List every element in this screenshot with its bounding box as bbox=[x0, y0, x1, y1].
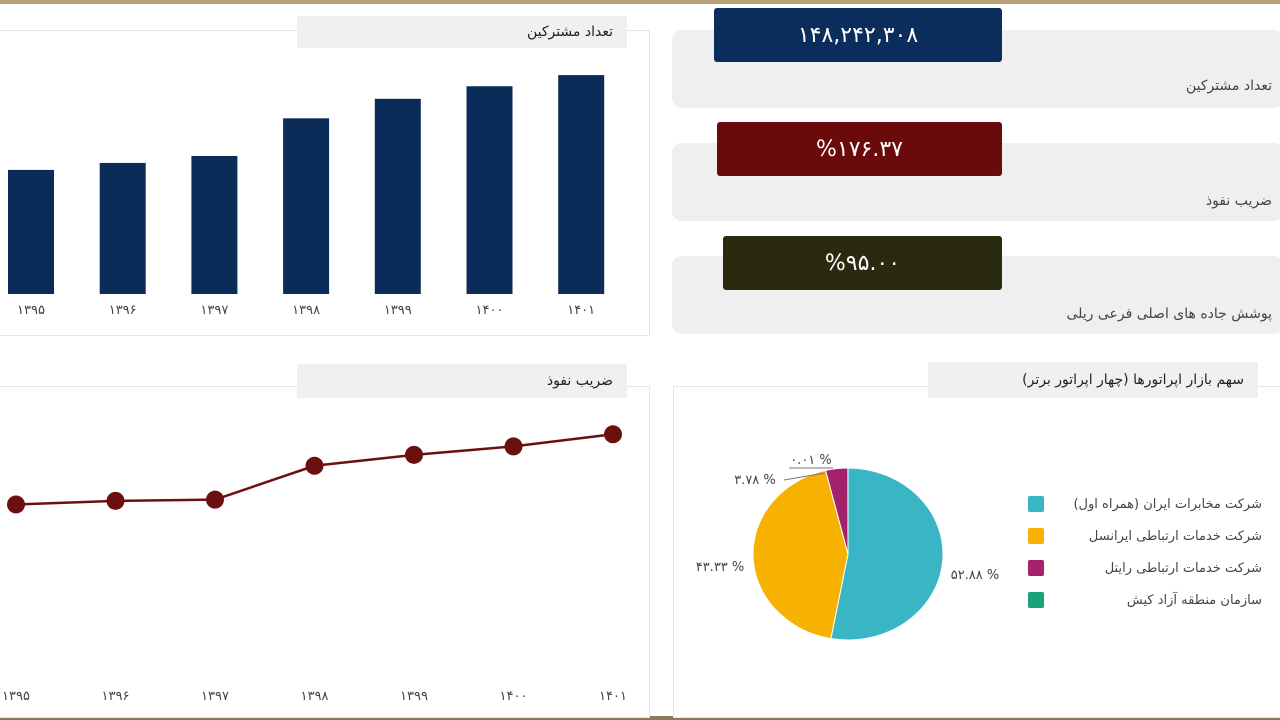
legend-item[interactable]: شرکت مخابرات ایران (همراه اول) bbox=[1028, 488, 1278, 520]
market-share-legend: شرکت مخابرات ایران (همراه اول) شرکت خدما… bbox=[1028, 488, 1278, 616]
bar-5 bbox=[466, 86, 513, 294]
pie-slice-0[interactable] bbox=[830, 467, 944, 641]
pie-data-label: ۴۳.۳۳ % bbox=[696, 560, 745, 575]
x-tick-label: ۱۳۹۷ bbox=[200, 303, 228, 318]
legend-item[interactable]: شرکت خدمات ارتباطی رایتل bbox=[1028, 552, 1278, 584]
data-point-6[interactable] bbox=[604, 425, 622, 444]
frame-bottom-border bbox=[0, 716, 1280, 720]
penetration-chart-title: ضریب نفوذ bbox=[297, 364, 627, 398]
x-tick-label: ۱۴۰۱ bbox=[599, 689, 627, 704]
x-tick-label: ۱۴۰۱ bbox=[567, 303, 595, 318]
x-tick-label: ۱۳۹۸ bbox=[292, 303, 320, 318]
data-point-2[interactable] bbox=[206, 490, 224, 509]
data-point-1[interactable] bbox=[106, 491, 125, 510]
data-point-5[interactable] bbox=[504, 437, 523, 456]
x-tick-label: ۱۳۹۵ bbox=[17, 303, 45, 318]
market-share-pie-chart: ۵۲.۸۸ % ۴۳.۳۳ % ۳.۷۸ % ۰.۰۱ % bbox=[696, 453, 1000, 641]
legend-item[interactable]: سازمان منطقه آزاد کیش bbox=[1028, 584, 1278, 616]
kpi-label-penetration: ضریب نفوذ bbox=[1205, 193, 1272, 209]
leader-line bbox=[783, 472, 826, 481]
data-point-3[interactable] bbox=[305, 456, 324, 475]
penetration-chart-panel bbox=[0, 386, 650, 718]
x-tick-label: ۱۳۹۹ bbox=[384, 303, 412, 318]
kpi-label-subscribers: تعداد مشترکین bbox=[1185, 78, 1272, 94]
legend-swatch-0 bbox=[1028, 496, 1044, 512]
legend-swatch-1 bbox=[1028, 528, 1044, 544]
kpi-value-coverage: %۹۵.۰۰ bbox=[723, 236, 1002, 290]
legend-label: شرکت خدمات ارتباطی رایتل bbox=[1104, 560, 1262, 576]
x-tick-label: ۱۳۹۹ bbox=[400, 689, 428, 704]
frame-top-border bbox=[0, 0, 1280, 4]
kpi-card-subscribers: ۱۴۸,۲۴۲,۳۰۸ تعداد مشترکین bbox=[672, 8, 1280, 108]
legend-swatch-2 bbox=[1028, 560, 1044, 576]
x-tick-label: ۱۴۰۰ bbox=[500, 689, 528, 704]
pie-data-label: ۵۲.۸۸ % bbox=[951, 568, 1000, 583]
kpi-value-subscribers: ۱۴۸,۲۴۲,۳۰۸ bbox=[714, 8, 1002, 62]
legend-label: شرکت خدمات ارتباطی ایرانسل bbox=[1088, 528, 1262, 544]
kpi-value-penetration: %۱۷۶.۳۷ bbox=[717, 122, 1002, 176]
market-share-title: سهم بازار اپراتورها (چهار اپراتور برتر) bbox=[928, 362, 1258, 398]
kpi-card-coverage: %۹۵.۰۰ پوشش جاده های اصلی فرعی ریلی bbox=[672, 236, 1280, 334]
kpi-card-penetration: %۱۷۶.۳۷ ضریب نفوذ bbox=[672, 122, 1280, 221]
data-point-4[interactable] bbox=[405, 445, 423, 464]
legend-item[interactable]: شرکت خدمات ارتباطی ایرانسل bbox=[1028, 520, 1278, 552]
bar-4 bbox=[374, 98, 421, 294]
subscribers-bar-chart: ۱۳۹۵ ۱۳۹۶ ۱۳۹۷ ۱۳۹۸ ۱۳۹۹ ۱۴۰۰ ۱۴۰۱ bbox=[8, 75, 605, 318]
bar-2 bbox=[191, 155, 238, 294]
legend-label: شرکت مخابرات ایران (همراه اول) bbox=[1073, 496, 1262, 512]
bar-3 bbox=[283, 118, 330, 294]
x-tick-label: ۱۴۰۰ bbox=[476, 303, 504, 318]
pie-data-label: ۰.۰۱ % bbox=[790, 453, 832, 468]
x-tick-label: ۱۳۹۷ bbox=[201, 689, 229, 704]
subscribers-chart-title: تعداد مشترکین bbox=[297, 16, 627, 48]
bar-1 bbox=[99, 162, 146, 294]
pie-data-label: ۳.۷۸ % bbox=[734, 473, 776, 488]
legend-swatch-3 bbox=[1028, 592, 1044, 608]
bar-0 bbox=[8, 169, 54, 294]
x-tick-label: ۱۳۹۵ bbox=[2, 689, 30, 704]
kpi-label-coverage: پوشش جاده های اصلی فرعی ریلی bbox=[1066, 306, 1272, 322]
x-tick-label: ۱۳۹۶ bbox=[109, 303, 137, 318]
bar-6 bbox=[558, 75, 605, 295]
x-tick-label: ۱۳۹۶ bbox=[102, 689, 130, 704]
x-tick-label: ۱۳۹۸ bbox=[301, 689, 329, 704]
legend-label: سازمان منطقه آزاد کیش bbox=[1126, 592, 1262, 608]
pie-slice-1[interactable] bbox=[752, 469, 849, 640]
data-point-0[interactable] bbox=[7, 495, 25, 514]
penetration-line-chart: ۱۳۹۵ ۱۳۹۶ ۱۳۹۷ ۱۳۹۸ ۱۳۹۹ ۱۴۰۰ ۱۴۰۱ bbox=[2, 425, 627, 704]
